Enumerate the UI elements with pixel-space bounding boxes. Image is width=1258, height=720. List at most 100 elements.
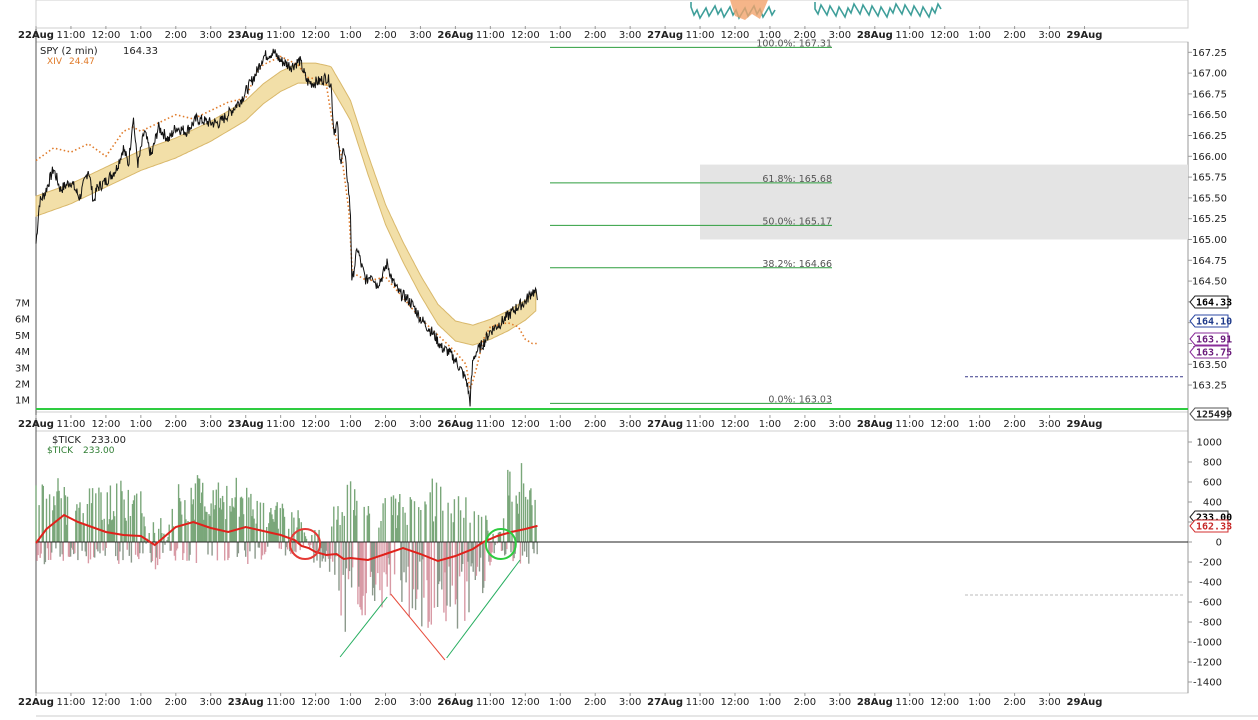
time-axis-label: 1:00 — [339, 30, 361, 41]
volume-tick-label: 1M — [15, 396, 30, 407]
price-legend: SPY (2 min) 164.33 XIV 24.47 — [40, 46, 158, 67]
time-axis-label: 23Aug — [228, 30, 264, 41]
volume-tick-label: 2M — [15, 380, 30, 391]
tick-moving-average — [35, 513, 538, 563]
volume-tick-label: 4M — [15, 347, 30, 358]
tick-tag-label: 162.33 — [1196, 522, 1232, 533]
price-tag-box — [1189, 407, 1229, 421]
price-tick-label: 163.25 — [1192, 381, 1227, 392]
price-tick-label: 167.00 — [1192, 69, 1227, 80]
time-axis-label: 12:00 — [301, 697, 330, 708]
time-axis-label: 11:00 — [476, 30, 505, 41]
time-axis-label: 27Aug — [647, 30, 683, 41]
volume-tick-label: 5M — [15, 331, 30, 342]
time-axis-label: 3:00 — [1038, 30, 1060, 41]
price-tick-label: 165.25 — [1192, 214, 1227, 225]
price-tag-box — [1189, 295, 1229, 309]
time-axis-label: 12:00 — [721, 419, 750, 430]
price-tick-label: 165.50 — [1192, 193, 1227, 204]
fib-label: 50.0%: 165.17 — [762, 216, 832, 227]
moving-average-band — [35, 62, 537, 346]
time-axis-label: 1:00 — [968, 419, 990, 430]
time-axis-label: 12:00 — [301, 30, 330, 41]
time-axis-label: 3:00 — [619, 697, 641, 708]
tick-axis-label: 600 — [1203, 478, 1222, 489]
spy-price-series — [35, 48, 538, 407]
tick-axis-label: -400 — [1199, 578, 1222, 589]
price-tag-box — [1189, 345, 1229, 359]
chart-background — [35, 0, 1258, 717]
time-axis-label: 3:00 — [409, 697, 431, 708]
tick-axis-label: -200 — [1199, 558, 1222, 569]
time-axis-label: 3:00 — [409, 419, 431, 430]
time-axis-label: 2:00 — [794, 697, 816, 708]
time-axis-label: 26Aug — [437, 419, 473, 430]
time-axis-label: 11:00 — [686, 697, 715, 708]
price-tag: 125499 — [1189, 407, 1232, 421]
time-axis-label: 28Aug — [857, 419, 893, 430]
time-axis-label: 23Aug — [228, 419, 264, 430]
legend-tick-value: 233.00 — [91, 435, 126, 446]
time-axis-label: 2:00 — [584, 419, 606, 430]
time-axis-label: 29Aug — [1067, 419, 1103, 430]
time-axis-label: 29Aug — [1067, 697, 1103, 708]
legend-spy-value: 164.33 — [123, 46, 158, 57]
time-axis-label: 2:00 — [794, 419, 816, 430]
time-axis-label: 12:00 — [511, 419, 540, 430]
upper-oscillator-fill — [730, 0, 768, 20]
xiv-series — [35, 55, 538, 390]
time-axis-label: 12:00 — [721, 30, 750, 41]
time-axis-label: 28Aug — [857, 697, 893, 708]
time-axis-label: 1:00 — [549, 697, 571, 708]
tick-tag: 162.33 — [1189, 519, 1232, 533]
tick-panel-frame — [35, 430, 1189, 694]
tick-axis-label: -600 — [1199, 598, 1222, 609]
legend-tick-symbol: $TICK — [52, 435, 81, 446]
time-axis-label: 12:00 — [301, 419, 330, 430]
time-axis-label: 11:00 — [686, 419, 715, 430]
price-tag: 164.10 — [1189, 314, 1232, 328]
tick-annotation-circle — [289, 528, 322, 560]
tick-trendline — [390, 593, 446, 661]
time-axis-label: 2:00 — [165, 697, 187, 708]
tick-trendline — [339, 596, 388, 658]
time-axis-label: 1:00 — [759, 419, 781, 430]
time-axis-label: 2:00 — [1003, 419, 1025, 430]
time-axis-label: 11:00 — [57, 697, 86, 708]
fib-label: 38.2%: 164.66 — [762, 259, 832, 270]
legend-tick2-symbol: $TICK — [47, 446, 74, 456]
time-axis-label: 11:00 — [895, 30, 924, 41]
upper-oscillator-line — [814, 2, 942, 19]
upper-panel-frame — [35, 0, 1189, 29]
time-axis-label: 3:00 — [829, 30, 851, 41]
time-axis-label: 3:00 — [829, 697, 851, 708]
time-axis-label: 3:00 — [619, 419, 641, 430]
price-tick-label: 163.50 — [1192, 360, 1227, 371]
time-axis-label: 3:00 — [200, 419, 222, 430]
time-axis-label: 12:00 — [511, 30, 540, 41]
time-axis-label: 1:00 — [549, 419, 571, 430]
time-axis-label: 11:00 — [266, 30, 295, 41]
time-axis-label: 22Aug — [18, 419, 54, 430]
time-axis-label: 2:00 — [374, 30, 396, 41]
volume-tick-label: 6M — [15, 315, 30, 326]
price-tag-label: 163.75 — [1196, 348, 1232, 359]
price-tag-label: 163.91 — [1196, 335, 1232, 346]
price-tick-label: 165.00 — [1192, 235, 1227, 246]
time-axis-label: 1:00 — [759, 30, 781, 41]
time-axis-label: 1:00 — [759, 697, 781, 708]
time-axis-label: 12:00 — [511, 697, 540, 708]
time-axis-label: 2:00 — [374, 419, 396, 430]
time-axes: 22Aug 11:00 12:00 1:00 2:00 3:00 23Aug 11:00 12:… — [18, 26, 1102, 708]
fib-shaded-zone — [700, 164, 1188, 240]
time-axis-label: 11:00 — [266, 419, 295, 430]
tick-axis-label: -1400 — [1193, 678, 1222, 689]
tick-axis-label: -800 — [1199, 618, 1222, 629]
legend-spy-symbol: SPY (2 min) — [40, 46, 98, 57]
price-tick-label: 166.25 — [1192, 131, 1227, 142]
price-tag-label: 164.10 — [1196, 317, 1232, 328]
time-axis-label: 12:00 — [91, 419, 120, 430]
tick-tag-label: 233.00 — [1196, 513, 1232, 524]
time-axis-label: 22Aug — [18, 697, 54, 708]
